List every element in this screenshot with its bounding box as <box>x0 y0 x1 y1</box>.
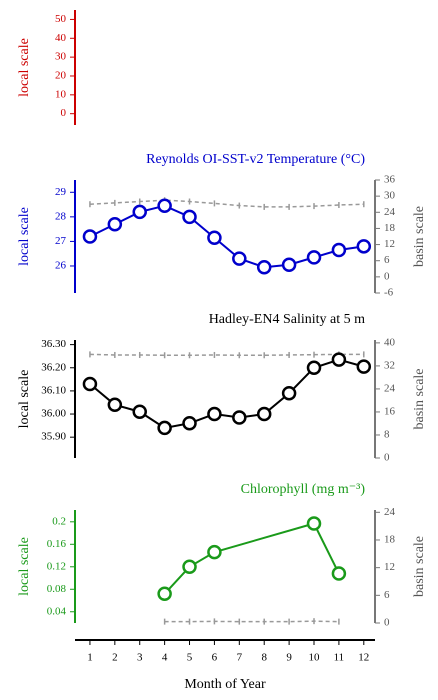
y2-tick-label: 32 <box>384 359 395 371</box>
x-tick-label: 3 <box>137 652 143 664</box>
x-tick-label: 5 <box>187 652 193 664</box>
local-marker <box>356 359 372 374</box>
y2-tick-label: 12 <box>384 238 395 250</box>
local-marker <box>157 420 172 436</box>
local-marker <box>207 544 222 560</box>
local-marker <box>207 230 222 245</box>
local-marker <box>256 259 272 275</box>
local-marker <box>182 209 197 225</box>
panel-title: Reynolds OI-SST-v2 Temperature (°C) <box>146 152 365 167</box>
y-tick-label: 0.04 <box>47 605 67 617</box>
y-tick-label: 36.20 <box>41 361 66 373</box>
y-tick-label: 36.10 <box>41 384 66 396</box>
y-tick-label: 50 <box>55 13 67 25</box>
local-marker <box>281 385 297 401</box>
local-marker <box>157 586 172 602</box>
y-tick-label: 30 <box>55 51 67 63</box>
y-axis-label: local scale <box>17 207 32 266</box>
x-tick-label: 11 <box>334 652 345 664</box>
local-line <box>163 522 340 595</box>
y-tick-label: 0.16 <box>47 538 67 550</box>
y2-tick-label: 6 <box>384 254 390 266</box>
local-marker <box>82 376 98 392</box>
local-marker <box>107 397 123 413</box>
y2-tick-label: 18 <box>384 222 396 234</box>
x-axis-label: Month of Year <box>184 677 266 692</box>
local-marker <box>207 406 222 422</box>
x-tick-label: 6 <box>212 652 218 664</box>
y-tick-label: 27 <box>55 235 67 247</box>
local-marker <box>281 257 297 272</box>
local-marker <box>331 242 347 258</box>
local-marker <box>82 229 98 244</box>
y2-tick-label: 0 <box>384 270 390 282</box>
local-line <box>89 204 364 269</box>
y-tick-label: 20 <box>55 70 67 82</box>
x-tick-label: 2 <box>112 652 118 664</box>
y-tick-label: 36.00 <box>41 408 66 420</box>
y2-axis-label: basin scale <box>412 206 427 267</box>
y2-tick-label: 24 <box>384 206 396 218</box>
y2-axis-label: basin scale <box>412 536 427 597</box>
local-marker <box>232 251 247 266</box>
y2-tick-label: 0 <box>384 452 390 464</box>
y2-tick-label: 40 <box>384 336 396 348</box>
local-marker <box>256 406 272 422</box>
local-marker <box>306 360 322 376</box>
x-tick-label: 9 <box>286 652 292 664</box>
y2-tick-label: 36 <box>384 174 396 186</box>
x-tick-label: 7 <box>237 652 243 664</box>
local-marker <box>356 239 372 254</box>
local-marker <box>132 204 147 220</box>
x-tick-label: 8 <box>261 652 267 664</box>
local-marker <box>132 404 147 419</box>
y-tick-label: 10 <box>55 88 67 100</box>
y-tick-label: 0 <box>61 107 67 119</box>
local-marker <box>306 516 322 531</box>
y-tick-label: 35.90 <box>41 431 66 443</box>
y2-tick-label: 12 <box>384 561 395 573</box>
x-tick-label: 1 <box>87 652 93 664</box>
y-tick-label: 28 <box>55 210 67 222</box>
local-marker <box>232 410 247 425</box>
y2-tick-label: 6 <box>384 589 390 601</box>
y-axis-label: local scale <box>17 38 32 97</box>
local-marker <box>306 250 322 265</box>
y-tick-label: 0.08 <box>47 583 67 595</box>
y2-tick-label: 24 <box>384 506 396 518</box>
local-line <box>89 358 365 429</box>
panel-title: Hadley-EN4 Salinity at 5 m <box>209 312 365 327</box>
y-tick-label: 0.2 <box>52 515 66 527</box>
local-marker <box>331 352 347 367</box>
local-marker <box>331 566 347 581</box>
y-tick-label: 26 <box>55 260 67 272</box>
basin-line <box>89 199 364 208</box>
y2-tick-label: 8 <box>384 429 390 441</box>
local-marker <box>107 216 123 232</box>
local-marker <box>182 416 197 431</box>
y2-tick-label: 18 <box>384 534 396 546</box>
y-axis-label: local scale <box>17 537 32 596</box>
y2-tick-label: 16 <box>384 405 396 417</box>
y2-tick-label: -6 <box>384 287 394 299</box>
y2-tick-label: 0 <box>384 617 390 629</box>
y-axis-label: local scale <box>17 370 32 429</box>
y2-axis-label: basin scale <box>412 368 427 429</box>
panel-title: Chlorophyll (mg m⁻³) <box>241 482 366 497</box>
local-marker <box>157 198 172 214</box>
local-marker <box>182 559 197 575</box>
x-tick-label: 4 <box>162 652 168 664</box>
y2-tick-label: 30 <box>384 190 396 202</box>
y-tick-label: 29 <box>55 186 67 198</box>
y-tick-label: 36.30 <box>41 338 66 350</box>
y2-tick-label: 24 <box>384 382 396 394</box>
y-tick-label: 40 <box>55 32 67 44</box>
y-tick-label: 0.12 <box>47 560 66 572</box>
x-tick-label: 12 <box>358 652 369 664</box>
x-tick-label: 10 <box>309 652 321 664</box>
basin-line <box>89 353 364 357</box>
